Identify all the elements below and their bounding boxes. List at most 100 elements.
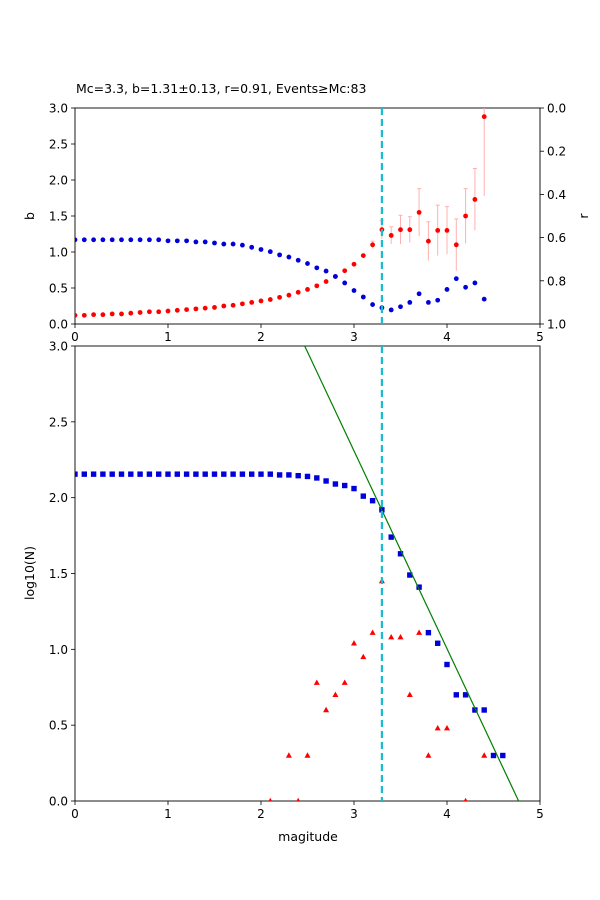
- cumulative-count-point: [444, 661, 450, 668]
- cumulative-count-point: [193, 471, 199, 477]
- cumulative-count-point: [249, 471, 255, 477]
- y-tick-label: 1.0: [49, 643, 68, 657]
- noncumulative-count-point: [463, 797, 468, 801]
- noncumulative-count-point: [351, 640, 357, 646]
- x-tick-label: 1: [164, 330, 172, 344]
- r-value-point: [267, 249, 273, 255]
- bottom-plot-area: [75, 346, 520, 801]
- b-value-point: [249, 300, 255, 305]
- y-tick-label: 1.5: [49, 210, 68, 224]
- cumulative-count-point: [81, 471, 87, 477]
- b-value-point: [202, 305, 208, 311]
- cumulative-count-point: [323, 478, 329, 484]
- r-value-point: [342, 280, 348, 286]
- b-value-point: [323, 279, 329, 284]
- plot-frame: [74, 345, 541, 802]
- noncumulative-count-point: [434, 725, 441, 731]
- noncumulative-count-point: [481, 752, 488, 758]
- cumulative-count-point: [146, 471, 153, 477]
- r-value-point: [109, 237, 115, 243]
- cumulative-count-point: [286, 472, 292, 478]
- x-axis-label: magitude: [278, 829, 338, 844]
- cumulative-count-point: [109, 471, 115, 477]
- r-value-point: [463, 284, 468, 290]
- cumulative-count-point: [100, 471, 106, 477]
- b-value-point: [463, 213, 468, 219]
- b-value-point: [184, 307, 190, 312]
- cumulative-count-point: [90, 471, 97, 477]
- b-value-point: [370, 242, 375, 248]
- y-tick-label: 3.0: [49, 102, 68, 116]
- cumulative-count-point: [314, 475, 320, 481]
- x-tick-label: 3: [350, 807, 358, 821]
- y2-tick-label: 0.8: [547, 274, 566, 288]
- y2-tick-label: 0.4: [547, 188, 566, 202]
- y-tick-label: 1.5: [49, 567, 68, 581]
- b-value-point: [472, 197, 478, 202]
- r-value-point: [221, 241, 227, 247]
- bottom-axes: 0 1 2 3 4 5 0.0 0.5 1.0 1.5 2.0 2.5 3.0: [49, 340, 544, 822]
- b-value-point: [100, 312, 106, 318]
- b-value-point: [193, 306, 199, 312]
- noncumulative-count-point: [416, 629, 423, 635]
- b-value-point: [286, 292, 292, 298]
- y-axis-label-b: b: [22, 212, 37, 220]
- r-value-point: [314, 265, 320, 271]
- noncumulative-count-point: [332, 691, 339, 698]
- cumulative-count-point: [332, 481, 339, 487]
- b-value-point: [407, 227, 413, 233]
- noncumulative-count-point: [341, 679, 348, 685]
- cumulative-count-point: [342, 482, 348, 489]
- y-tick-label: 0.0: [49, 318, 68, 332]
- r-value-point: [240, 242, 245, 248]
- cumulative-count-point: [211, 471, 218, 477]
- top-plot-area: [75, 108, 487, 324]
- r-value-point: [360, 294, 366, 300]
- r-value-point: [75, 237, 78, 243]
- x-tick-label: 1: [164, 807, 172, 821]
- b-value-point: [398, 227, 403, 233]
- cumulative-count-point: [258, 471, 264, 477]
- y-axis-label-logn: log10(N): [22, 546, 37, 600]
- cumulative-count-point: [239, 471, 246, 477]
- r-value-point: [249, 244, 255, 250]
- cumulative-count-point: [276, 472, 283, 478]
- noncumulative-count-point: [296, 797, 300, 801]
- b-value-point: [174, 307, 180, 313]
- cumulative-count-point: [221, 471, 227, 477]
- y-tick-label: 0.0: [49, 795, 68, 809]
- cumulative-count-point: [462, 692, 469, 698]
- x-tick-label: 2: [257, 807, 265, 821]
- cumulative-count-point: [453, 692, 459, 698]
- r-value-point: [137, 237, 143, 243]
- noncumulative-count-point: [425, 752, 432, 758]
- b-value-point: [277, 294, 282, 300]
- r-value-point: [472, 280, 478, 286]
- cumulative-count-point: [490, 752, 497, 759]
- cumulative-count-point: [267, 471, 273, 477]
- b-value-point: [444, 228, 450, 233]
- r-value-point: [174, 238, 180, 244]
- b-value-point: [147, 309, 152, 315]
- r-value-point: [156, 237, 162, 243]
- r-value-point: [416, 291, 422, 297]
- cumulative-count-point: [369, 498, 376, 504]
- y-tick-label: 0.5: [49, 719, 68, 733]
- cumulative-count-point: [425, 629, 432, 636]
- chart-title: Mc=3.3, b=1.31±0.13, r=0.91, Events≥Mc:8…: [76, 81, 366, 96]
- r-value-point: [230, 241, 236, 247]
- b-value-point: [258, 298, 264, 304]
- cumulative-count-point: [183, 471, 190, 477]
- plot-frame: [74, 107, 541, 325]
- cumulative-count-point: [174, 471, 180, 477]
- noncumulative-count-point: [369, 629, 376, 635]
- y2-tick-label: 1.0: [547, 318, 566, 332]
- r-value-point: [277, 252, 282, 258]
- b-value-point: [230, 302, 236, 308]
- r-value-point: [147, 237, 152, 243]
- b-value-point: [165, 308, 171, 314]
- cumulative-count-point: [481, 707, 487, 713]
- r-value-point: [333, 274, 338, 279]
- r-value-point: [81, 237, 87, 243]
- noncumulative-count-point: [285, 752, 292, 758]
